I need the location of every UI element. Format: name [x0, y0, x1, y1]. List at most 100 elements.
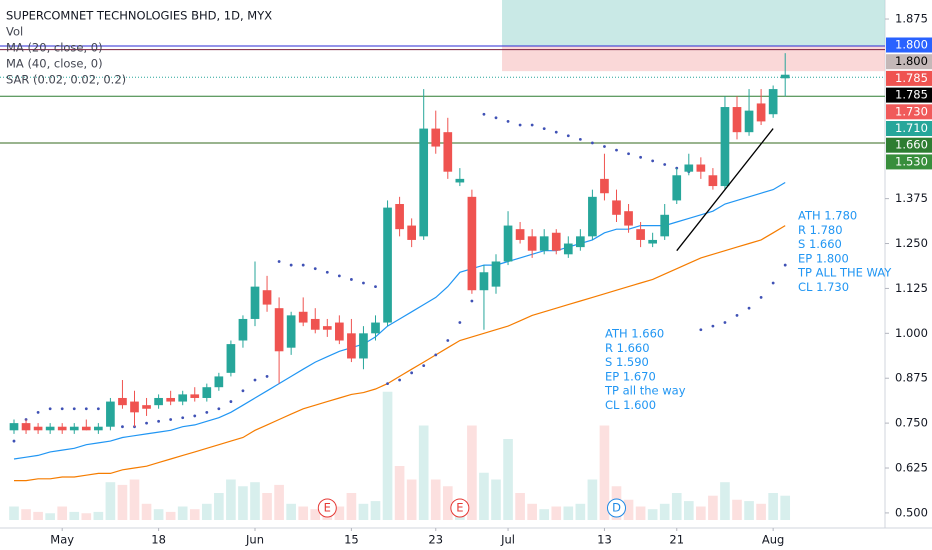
candle-body — [286, 315, 296, 348]
volume-bar — [635, 506, 646, 520]
volume-bar — [358, 503, 369, 520]
sar-dot — [301, 263, 305, 267]
candle-body — [45, 426, 55, 431]
volume-bar — [442, 486, 453, 520]
sar-dot — [422, 364, 426, 368]
volume-bar — [720, 482, 730, 520]
volume-bar — [346, 493, 357, 520]
candle-body — [262, 290, 272, 305]
volume-bar — [756, 503, 766, 520]
candle-body — [322, 326, 332, 330]
candle-body — [118, 397, 127, 406]
volume-bar — [696, 506, 706, 520]
sar-dot — [289, 263, 293, 267]
candle-body — [515, 229, 525, 240]
candle-body — [660, 214, 670, 237]
candle-body — [250, 286, 260, 319]
sar-dot — [506, 120, 510, 123]
sar-dot — [711, 324, 715, 328]
annotation-text: S 1.660 — [798, 237, 842, 251]
candle-body — [166, 397, 175, 402]
volume-bar — [21, 509, 31, 520]
legend-item: Vol — [6, 25, 23, 39]
candle-body — [576, 236, 585, 248]
volume-bar — [430, 479, 441, 520]
sar-dot — [350, 278, 353, 281]
volume-bar — [659, 503, 670, 520]
volume-bar — [708, 495, 718, 520]
sar-dot — [36, 410, 40, 414]
ma-line — [13, 181, 786, 460]
annotation-text: R 1.780 — [798, 223, 843, 237]
volume-bar — [599, 425, 610, 520]
trendline — [676, 128, 774, 252]
x-tick-label: Jul — [500, 533, 515, 547]
event-label: E — [324, 501, 331, 515]
volume-bar — [165, 511, 176, 520]
sar-dot — [325, 270, 329, 274]
price-badge — [886, 121, 932, 136]
candle-body — [214, 376, 224, 388]
position-zone — [502, 45, 885, 72]
candle-body — [335, 322, 344, 341]
candle-body — [612, 200, 621, 215]
sar-dot — [217, 407, 221, 411]
price-badge-label: 1.800 — [895, 54, 928, 68]
sar-dot — [60, 407, 64, 411]
price-badge-label: 1.730 — [895, 104, 928, 118]
volume-bar — [623, 499, 634, 520]
volume-bar — [274, 484, 284, 520]
volume-bar — [250, 482, 260, 520]
x-tick-label: Aug — [762, 533, 784, 547]
volume-bar — [575, 503, 586, 520]
sar-dot — [518, 123, 522, 127]
candle-body — [347, 333, 356, 359]
candle-body — [696, 164, 706, 172]
x-tick-label: 13 — [597, 533, 612, 547]
price-badge-label: 1.785 — [895, 88, 928, 102]
sar-dot — [410, 371, 414, 375]
sar-dot — [446, 339, 450, 342]
event-marker — [450, 498, 470, 518]
volume-bar — [141, 503, 152, 520]
volume-bar — [370, 501, 381, 520]
annotation-text: EP 1.800 — [798, 251, 849, 265]
candle-body — [443, 132, 453, 172]
x-tick-label: 21 — [669, 533, 684, 547]
volume-bar — [201, 503, 212, 520]
event-label: E — [456, 501, 463, 515]
sar-dot — [72, 407, 76, 411]
price-badge-label: 1.660 — [895, 138, 928, 152]
volume-bar — [69, 511, 80, 520]
volume-bar — [286, 503, 296, 520]
sar-dot — [253, 378, 257, 382]
volume-bar — [262, 493, 272, 520]
volume-bar — [45, 513, 55, 520]
candle-body — [539, 236, 549, 251]
y-tick-label: 1.875 — [895, 12, 928, 26]
sar-dot — [84, 407, 88, 411]
price-badge — [886, 104, 932, 120]
sar-dot — [145, 421, 148, 425]
candle-body — [551, 232, 561, 251]
sar-dot — [458, 321, 462, 324]
volume-bar — [334, 506, 345, 520]
volume-bar — [491, 479, 501, 520]
annotation-text: CL 1.730 — [798, 280, 849, 294]
y-tick-label: 1.375 — [895, 191, 928, 205]
sar-dot — [157, 419, 161, 423]
volume-bar — [587, 479, 598, 520]
volume-bar — [467, 425, 477, 520]
volume-bar — [93, 511, 104, 520]
sar-dot — [482, 112, 486, 116]
candle-body — [238, 318, 248, 341]
sar-dot — [193, 414, 197, 418]
sar-dot — [639, 155, 642, 159]
sar-dot — [783, 263, 787, 267]
candle-body — [768, 89, 778, 115]
sar-dot — [603, 145, 606, 148]
sar-dot — [747, 306, 751, 310]
volume-bar — [551, 506, 562, 520]
sar-dot — [241, 389, 245, 393]
candle-body — [226, 344, 236, 373]
